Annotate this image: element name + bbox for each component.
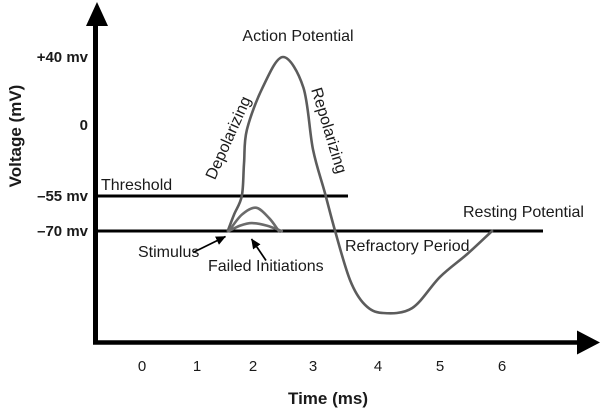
annotation-arrows — [192, 235, 267, 261]
y-tick-label: –55 mv — [37, 188, 89, 205]
action-potential-curve — [226, 55, 494, 315]
x-axis-title: Time (ms) — [288, 389, 368, 408]
y-axis-arrow-icon — [86, 2, 108, 26]
x-axis-arrow-icon — [577, 330, 600, 355]
y-tick-label: +40 mv — [37, 49, 89, 66]
y-tick-label: –70 mv — [37, 223, 89, 240]
x-tick-label: 5 — [436, 358, 444, 375]
chart-title: Action Potential — [242, 28, 353, 45]
y-tick-label: 0 — [80, 117, 88, 134]
x-tick-label: 2 — [249, 358, 257, 375]
failed-initiation-small — [227, 221, 284, 233]
refractory-period-label: Refractory Period — [345, 238, 470, 255]
x-tick-labels: 0 1 2 3 4 5 6 — [138, 358, 506, 375]
axes — [86, 2, 600, 355]
reference-lines — [95, 194, 543, 233]
x-tick-label: 6 — [498, 358, 506, 375]
x-tick-label: 0 — [138, 358, 146, 375]
repolarizing-label: Repolarizing — [307, 86, 349, 176]
y-axis-title: Voltage (mV) — [6, 85, 25, 188]
x-tick-label: 3 — [309, 358, 317, 375]
x-tick-label: 4 — [374, 358, 382, 375]
stimulus-label: Stimulus — [138, 244, 199, 261]
failed-initiations-arrow-icon — [250, 238, 267, 261]
threshold-label: Threshold — [101, 177, 172, 194]
resting-potential-label: Resting Potential — [463, 204, 584, 221]
failed-initiation-large — [227, 206, 281, 233]
depolarizing-label: Depolarizing — [203, 94, 255, 182]
y-tick-labels: +40 mv 0 –55 mv –70 mv — [37, 49, 89, 240]
stimulus-arrow-icon — [192, 235, 226, 254]
failed-initiations-label: Failed Initiations — [208, 258, 324, 275]
curves — [226, 55, 494, 315]
x-tick-label: 1 — [193, 358, 201, 375]
